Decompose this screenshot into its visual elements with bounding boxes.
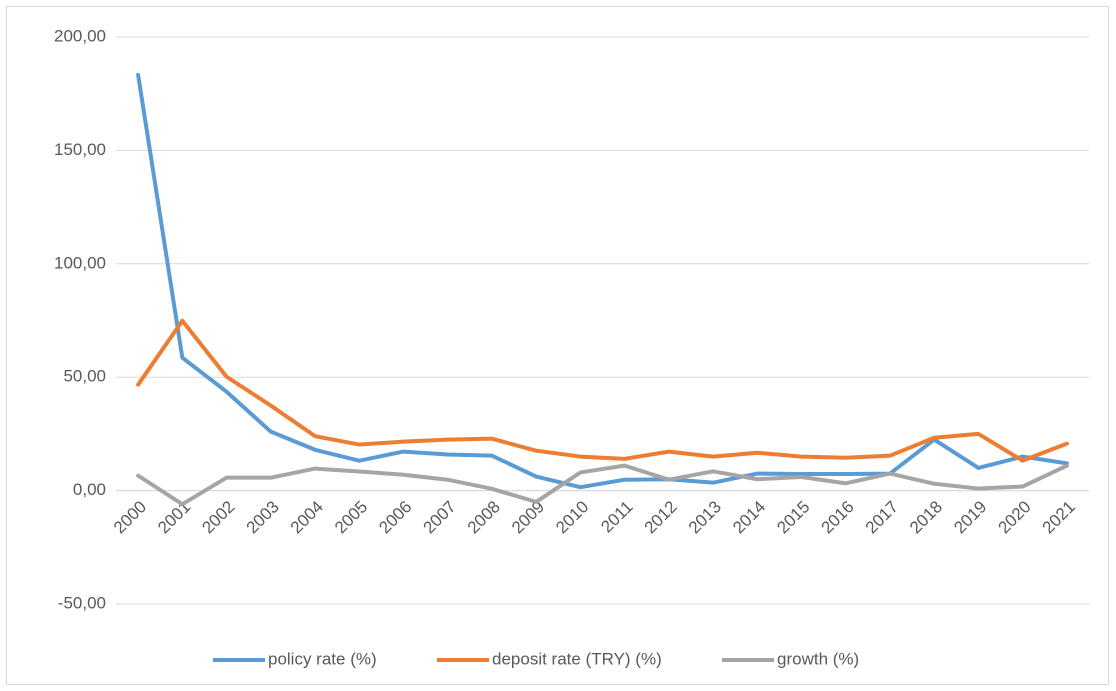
y-tick-label: 200,00 [54, 26, 106, 45]
y-tick-label: 50,00 [63, 367, 106, 386]
chart-border [6, 6, 1109, 685]
y-tick-label: 150,00 [54, 140, 106, 159]
legend-label: deposit rate (TRY) (%) [492, 649, 662, 668]
legend-label: growth (%) [777, 649, 859, 668]
series-line [136, 72, 1069, 490]
series-line [136, 463, 1069, 507]
series-line [136, 318, 1069, 463]
y-tick-label: -50,00 [58, 593, 106, 612]
y-tick-label: 0,00 [73, 480, 106, 499]
legend-label: policy rate (%) [268, 649, 377, 668]
y-tick-label: 100,00 [54, 253, 106, 272]
